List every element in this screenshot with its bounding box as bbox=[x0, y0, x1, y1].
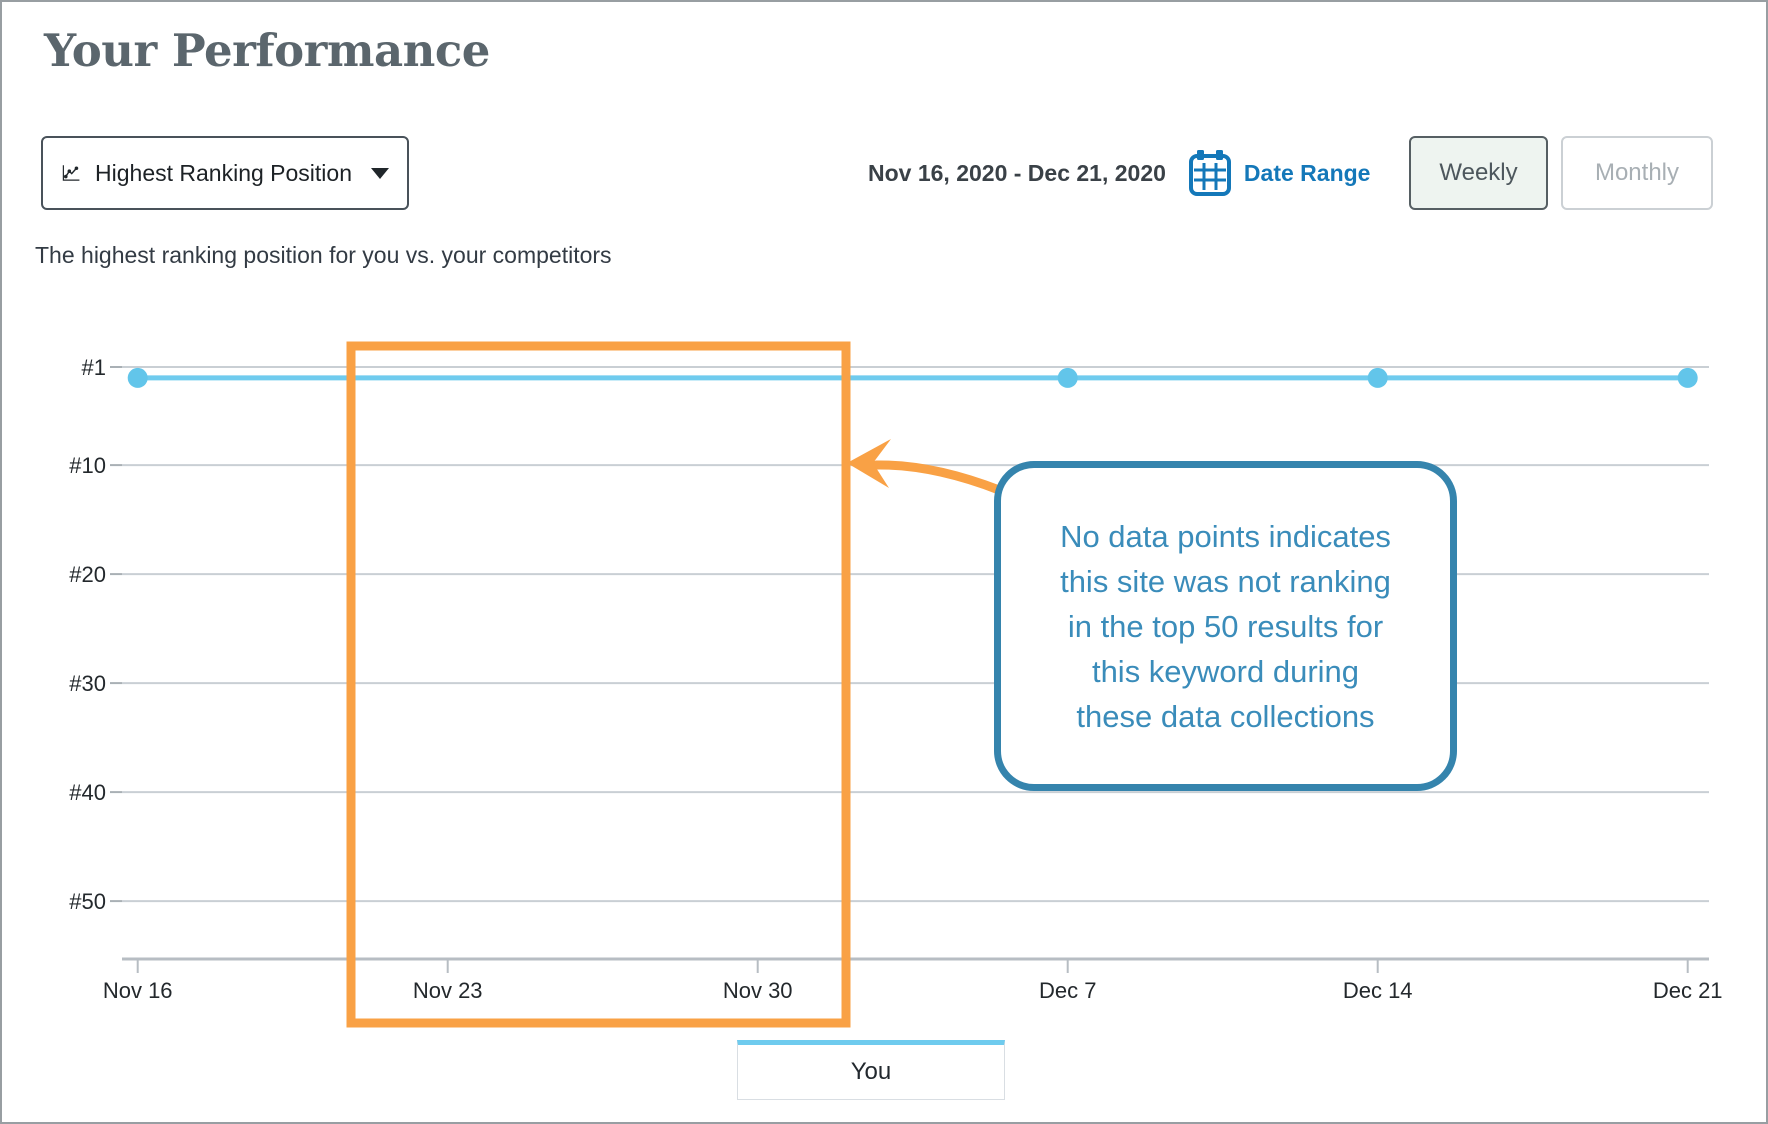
metric-dropdown[interactable]: Highest Ranking Position bbox=[41, 136, 409, 210]
page-title: Your Performance bbox=[44, 24, 490, 77]
data-point[interactable] bbox=[127, 367, 148, 388]
date-range-value: Nov 16, 2020 - Dec 21, 2020 bbox=[868, 159, 1166, 186]
y-tick-label: #20 bbox=[69, 562, 106, 587]
annotation-arrow-head bbox=[847, 439, 891, 488]
data-point[interactable] bbox=[1677, 367, 1698, 388]
x-tick-label: Dec 21 bbox=[1653, 978, 1723, 1003]
chart-subtitle: The highest ranking position for you vs.… bbox=[35, 242, 612, 268]
x-tick-label: Nov 30 bbox=[723, 978, 793, 1003]
line-chart-icon bbox=[62, 165, 80, 181]
metric-dropdown-label: Highest Ranking Position bbox=[95, 159, 352, 186]
data-point[interactable] bbox=[1057, 367, 1078, 388]
date-range-link[interactable]: Date Range bbox=[1243, 159, 1371, 186]
no-data-highlight-box bbox=[346, 341, 851, 1028]
x-tick-label: Nov 23 bbox=[413, 978, 483, 1003]
chevron-down-icon bbox=[371, 167, 389, 179]
y-tick-label: #40 bbox=[69, 780, 106, 805]
no-data-callout-text: No data points indicates this site was n… bbox=[1060, 518, 1391, 734]
x-tick-label: Nov 16 bbox=[103, 978, 173, 1003]
date-range-row: Nov 16, 2020 - Dec 21, 2020 Date Range bbox=[868, 136, 1370, 210]
y-tick-label: #50 bbox=[69, 889, 106, 914]
calendar-icon[interactable] bbox=[1188, 148, 1232, 198]
annotation-arrow bbox=[871, 460, 1004, 495]
y-tick-label: #30 bbox=[69, 671, 106, 696]
y-tick-label: #10 bbox=[69, 453, 106, 478]
no-data-callout: No data points indicates this site was n… bbox=[994, 461, 1457, 791]
legend-item-you[interactable]: You bbox=[737, 1040, 1005, 1100]
y-tick-label: #1 bbox=[82, 355, 106, 380]
x-tick-label: Dec 14 bbox=[1343, 978, 1413, 1003]
data-point[interactable] bbox=[1367, 367, 1388, 388]
monthly-toggle-button[interactable]: Monthly bbox=[1561, 136, 1713, 210]
x-tick-label: Dec 7 bbox=[1039, 978, 1096, 1003]
weekly-toggle-button[interactable]: Weekly bbox=[1409, 136, 1548, 210]
